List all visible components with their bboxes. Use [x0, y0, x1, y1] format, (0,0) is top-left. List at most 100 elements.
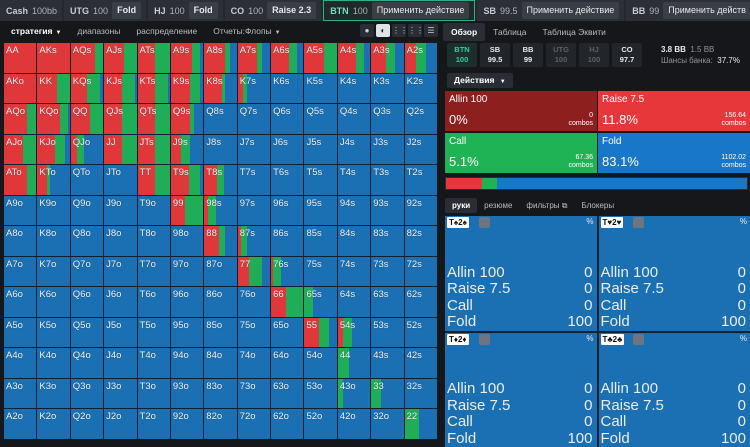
hand-cell[interactable]: A4s — [337, 43, 371, 73]
hand-cell[interactable]: 44 — [337, 348, 371, 378]
hand-cell[interactable]: KQs — [70, 73, 104, 104]
hand-cell[interactable]: 98o — [170, 226, 204, 256]
tab-summary[interactable]: резюме — [484, 201, 513, 210]
hand-cell[interactable]: Q9s — [170, 104, 204, 134]
hand-cell[interactable]: J5o — [104, 317, 137, 348]
co-action-button[interactable]: Raise 2.3 — [267, 2, 317, 19]
hand-cell[interactable]: 62o — [271, 409, 304, 439]
hand-cell[interactable]: A7o — [4, 256, 37, 287]
hand-cell[interactable]: A5o — [4, 317, 37, 348]
combo-panel[interactable]: T♠2♠% Allin 100 0 Raise 7.5 0 Call 0 Fold 100 — [445, 216, 597, 331]
hand-cell[interactable]: A6s — [271, 43, 304, 73]
hand-cell[interactable]: 82o — [204, 409, 237, 439]
hand-cell[interactable]: Q6o — [70, 287, 104, 317]
hand-cell[interactable]: 55 — [304, 317, 337, 348]
hand-cell[interactable]: A7s — [237, 43, 271, 73]
hand-cell[interactable]: AA — [4, 43, 37, 73]
hand-cell[interactable]: 95o — [170, 317, 204, 348]
hand-cell[interactable]: A3o — [4, 378, 37, 409]
hand-cell[interactable]: K7o — [37, 256, 70, 287]
hand-cell[interactable]: K3s — [371, 73, 404, 104]
hand-cell[interactable]: K3o — [37, 378, 70, 409]
hand-cell[interactable]: 53s — [371, 317, 404, 348]
hand-cell[interactable]: J5s — [304, 134, 337, 165]
hand-cell[interactable]: 77 — [237, 256, 271, 287]
hand-cell[interactable]: 83s — [371, 226, 404, 256]
hand-cell[interactable]: J8s — [204, 134, 237, 165]
tab-blockers[interactable]: Блокеры — [581, 201, 615, 210]
hand-cell[interactable]: J4s — [337, 134, 371, 165]
hand-cell[interactable]: Q8s — [204, 104, 237, 134]
hand-cell[interactable]: 65s — [304, 287, 337, 317]
hand-cell[interactable]: T6o — [137, 287, 170, 317]
hand-cell[interactable]: 87o — [204, 256, 237, 287]
seat-sb[interactable]: SB 99.5 Применить действие — [477, 0, 625, 21]
hand-cell[interactable]: K5o — [37, 317, 70, 348]
hand-cell[interactable]: ATo — [4, 165, 37, 195]
hand-cell[interactable]: KQo — [37, 104, 70, 134]
hand-cell[interactable]: 86o — [204, 287, 237, 317]
hand-cell[interactable]: A8o — [4, 226, 37, 256]
actions-dropdown[interactable]: Действия ▼ — [447, 73, 513, 88]
tab-overview[interactable]: Обзор — [443, 23, 486, 41]
hand-cell[interactable]: A3s — [371, 43, 404, 73]
hand-cell[interactable]: 97s — [237, 195, 271, 226]
hand-cell[interactable]: T4s — [337, 165, 371, 195]
hand-cell[interactable]: 88 — [204, 226, 237, 256]
hand-cell[interactable]: AQo — [4, 104, 37, 134]
hand-cell[interactable]: T3s — [371, 165, 404, 195]
hand-cell[interactable]: J6o — [104, 287, 137, 317]
hand-cell[interactable]: KTo — [37, 165, 70, 195]
hand-cell[interactable]: T5s — [304, 165, 337, 195]
action-fold-card[interactable]: Fold 83.1% 1102.02 combos — [598, 133, 750, 173]
hand-cell[interactable]: 43o — [337, 378, 371, 409]
view-split-icon[interactable]: ◐ — [376, 24, 390, 37]
hand-cell[interactable]: 84o — [204, 348, 237, 378]
hand-cell[interactable]: K9o — [37, 195, 70, 226]
tab-distribution[interactable]: распределение — [136, 26, 198, 36]
hand-cell[interactable]: 84s — [337, 226, 371, 256]
hand-cell[interactable]: 75s — [304, 256, 337, 287]
hand-cell[interactable]: 97o — [170, 256, 204, 287]
hand-cell[interactable]: J7o — [104, 256, 137, 287]
hand-cell[interactable]: 87s — [237, 226, 271, 256]
view-grid-icon[interactable]: ⋮⋮ — [392, 24, 408, 37]
position-chip-hj[interactable]: HJ 100 — [579, 43, 609, 67]
hand-cell[interactable]: A9o — [4, 195, 37, 226]
hand-cell[interactable]: 92s — [404, 195, 437, 226]
hand-cell[interactable]: 72s — [404, 256, 437, 287]
view-list-icon[interactable]: ☰ — [424, 24, 438, 37]
tab-equity-table[interactable]: Таблица Эквити — [542, 27, 606, 37]
hand-cell[interactable]: 93s — [371, 195, 404, 226]
hand-cell[interactable]: KK — [37, 73, 70, 104]
hand-cell[interactable]: 74o — [237, 348, 271, 378]
hand-cell[interactable]: T6s — [271, 165, 304, 195]
hand-cell[interactable]: 42o — [337, 409, 371, 439]
hand-cell[interactable]: 52s — [404, 317, 437, 348]
hand-cell[interactable]: AKo — [4, 73, 37, 104]
hj-action-button[interactable]: Fold — [188, 2, 218, 19]
hand-cell[interactable]: AQs — [70, 43, 104, 73]
hand-cell[interactable]: 94s — [337, 195, 371, 226]
hand-cell[interactable]: 65o — [271, 317, 304, 348]
hand-cell[interactable]: K2o — [37, 409, 70, 439]
hand-cell[interactable]: K8o — [37, 226, 70, 256]
hand-cell[interactable]: K6s — [271, 73, 304, 104]
hand-cell[interactable]: 94o — [170, 348, 204, 378]
hand-cell[interactable]: 33 — [371, 378, 404, 409]
hand-cell[interactable]: ATs — [137, 43, 170, 73]
utg-action-button[interactable]: Fold — [112, 2, 142, 19]
hand-cell[interactable]: Q7o — [70, 256, 104, 287]
hand-cell[interactable]: J9s — [170, 134, 204, 165]
hand-cell[interactable]: 74s — [337, 256, 371, 287]
hand-cell[interactable]: T7o — [137, 256, 170, 287]
hand-cell[interactable]: 32s — [404, 378, 437, 409]
btn-apply-action-button[interactable]: Применить действие — [371, 2, 470, 19]
tab-reports-flops[interactable]: Отчеты:Флопы ▼ — [205, 23, 288, 40]
hand-cell[interactable]: T9s — [170, 165, 204, 195]
hand-cell[interactable]: 85s — [304, 226, 337, 256]
hand-cell[interactable]: 72o — [237, 409, 271, 439]
hand-cell[interactable]: J6s — [271, 134, 304, 165]
hand-cell[interactable]: AKs — [37, 43, 70, 73]
hand-cell[interactable]: 63s — [371, 287, 404, 317]
